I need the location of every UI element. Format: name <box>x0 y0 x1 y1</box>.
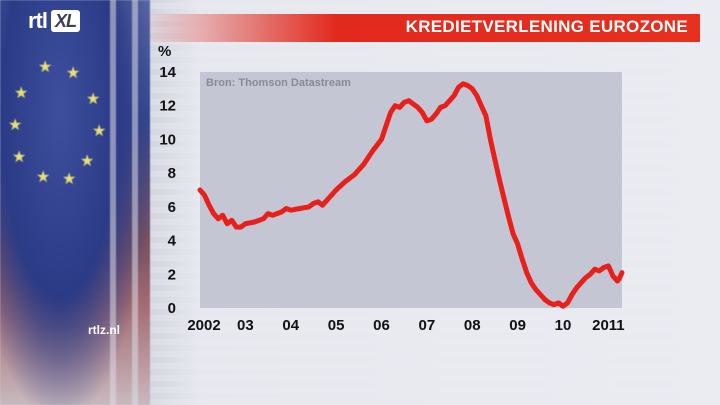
star-icon: ★ <box>8 117 23 134</box>
x-tick-label: 05 <box>328 317 345 334</box>
star-icon: ★ <box>92 123 107 140</box>
x-tick-label: 07 <box>419 317 436 334</box>
y-tick-label: 10 <box>159 131 176 148</box>
y-tick-label: 14 <box>159 64 176 81</box>
x-tick-label: 09 <box>509 317 526 334</box>
star-icon: ★ <box>38 59 53 76</box>
x-tick-label: 04 <box>282 317 299 334</box>
flag-pole <box>132 0 138 405</box>
x-tick-label: 2002 <box>187 317 220 334</box>
y-tick-label: 4 <box>168 233 177 250</box>
flag-pole <box>110 0 116 405</box>
y-axis-unit: % <box>158 43 171 60</box>
y-tick-label: 6 <box>168 199 176 216</box>
plot-area <box>200 72 622 308</box>
x-tick-label: 06 <box>373 317 390 334</box>
star-icon: ★ <box>66 65 81 82</box>
rtl-xl-logo: rtl XL <box>28 8 81 34</box>
logo-text: rtl <box>28 8 48 33</box>
source-label: Bron: Thomson Datastream <box>206 77 351 89</box>
y-tick-label: 8 <box>168 165 176 182</box>
star-icon: ★ <box>62 171 77 188</box>
x-tick-label: 03 <box>237 317 254 334</box>
title-bar <box>140 14 700 42</box>
y-axis-ticks: 0 2 4 6 8 10 12 14 <box>159 64 176 317</box>
star-icon: ★ <box>36 169 51 186</box>
star-icon: ★ <box>86 91 101 108</box>
page-title: KREDIETVERLENING EUROZONE <box>405 17 688 36</box>
star-icon: ★ <box>14 85 29 102</box>
x-tick-label: 08 <box>464 317 481 334</box>
x-axis-ticks: 2002 03 04 05 06 07 08 09 10 2011 <box>187 317 624 334</box>
y-tick-label: 0 <box>168 300 176 317</box>
series-line <box>197 81 625 309</box>
star-icon: ★ <box>12 149 27 166</box>
star-icon: ★ <box>80 153 95 170</box>
x-tick-label: 10 <box>555 317 572 334</box>
y-tick-label: 12 <box>159 98 176 115</box>
website-url: rtlz.nl <box>88 323 120 337</box>
x-tick-label: 2011 <box>592 317 625 334</box>
y-tick-label: 2 <box>168 266 176 283</box>
logo-badge: XL <box>51 10 81 32</box>
eu-flag-backdrop: ★ ★ ★ ★ ★ ★ ★ ★ ★ ★ <box>0 0 150 405</box>
